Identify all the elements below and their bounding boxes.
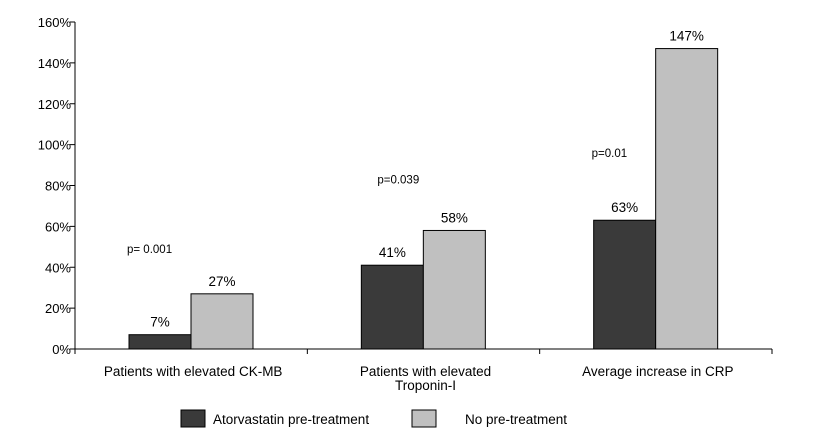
data-label: 7% [150, 315, 170, 330]
category-label: Troponin-I [395, 378, 456, 393]
p-value-annotations: p= 0.001 p=0.039 p=0.01 [127, 148, 627, 256]
y-axis-ticks: 0% 20% 40% 60% 80% 100% 120% 140% 160% [38, 15, 75, 357]
bar-atorvastatin-1 [360, 264, 424, 350]
data-label: 27% [208, 274, 235, 289]
legend: Atorvastatin pre-treatment No pre-treatme… [180, 409, 567, 428]
category-label: Patients with elevated CK-MB [104, 364, 283, 379]
legend-label: Atorvastatin pre-treatment [213, 412, 369, 427]
data-label: 41% [379, 245, 406, 260]
y-tick-label: 0% [52, 342, 71, 357]
bar-no-pretreatment-2 [655, 48, 719, 350]
bar-no-pretreatment-1 [422, 229, 486, 350]
y-tick-label: 80% [45, 179, 71, 194]
y-tick-label: 40% [45, 260, 71, 275]
category-label: Patients with elevated [360, 364, 491, 379]
bar-no-pretreatment-0 [190, 293, 254, 350]
y-tick-label: 140% [38, 56, 72, 71]
data-label: 63% [611, 200, 638, 215]
data-label: 147% [669, 29, 704, 44]
bar-atorvastatin-2 [593, 219, 657, 350]
x-axis-ticks [74, 349, 773, 354]
legend-label: No pre-treatment [465, 412, 567, 427]
data-label: 58% [441, 210, 468, 225]
legend-swatch [180, 409, 206, 428]
bars [128, 48, 719, 350]
p-value-label: p=0.01 [592, 148, 628, 160]
p-value-label: p=0.039 [377, 174, 419, 186]
bar-atorvastatin-0 [128, 334, 192, 350]
p-value-label: p= 0.001 [127, 244, 172, 256]
y-tick-label: 100% [38, 138, 72, 153]
category-label: Average increase in CRP [582, 364, 733, 379]
legend-swatch [411, 409, 437, 428]
y-tick-label: 160% [38, 15, 72, 30]
y-tick-label: 20% [45, 301, 71, 316]
y-tick-label: 60% [45, 219, 71, 234]
value-labels: 7% 27% 41% 58% 63% 147% [150, 29, 704, 330]
y-tick-label: 120% [38, 97, 72, 112]
category-labels: Patients with elevated CK-MB Patients wit… [104, 364, 734, 393]
